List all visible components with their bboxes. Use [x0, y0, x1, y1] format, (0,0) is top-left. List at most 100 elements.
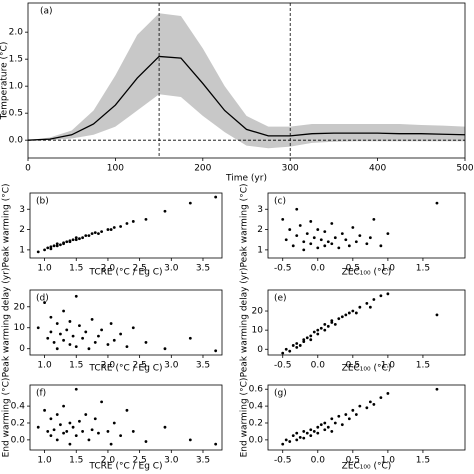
point	[36, 250, 40, 254]
point	[330, 430, 334, 433]
y-tick-label: 0	[257, 345, 263, 355]
point	[330, 417, 334, 421]
x-tick-label: 1.0	[381, 264, 396, 274]
panel-label: (c)	[274, 197, 286, 207]
point	[347, 311, 351, 315]
x-tick-label: 0.0	[311, 456, 326, 466]
axes-frame	[29, 192, 223, 259]
point	[90, 317, 94, 321]
point	[386, 292, 390, 296]
point	[144, 440, 148, 443]
point	[188, 336, 192, 340]
point	[55, 242, 59, 246]
point	[100, 400, 104, 404]
point	[97, 334, 100, 338]
point	[326, 425, 330, 429]
point	[188, 438, 192, 442]
x-tick-label: 0.5	[346, 264, 360, 274]
point	[379, 244, 383, 248]
point	[119, 434, 123, 438]
point	[323, 328, 327, 332]
point	[365, 301, 369, 305]
point	[109, 322, 113, 325]
point	[68, 343, 72, 346]
point	[71, 425, 75, 429]
y-tick-label: 1	[257, 245, 263, 255]
point	[295, 342, 299, 345]
point	[49, 417, 53, 421]
x-tick-label: -0.5	[274, 456, 292, 466]
point	[365, 242, 369, 246]
point	[214, 349, 218, 353]
y-tick-label: 0.0	[11, 435, 26, 445]
axes-frame	[267, 384, 466, 451]
y-axis-label: End warming (°C)	[2, 378, 12, 458]
point	[288, 349, 292, 353]
point	[305, 431, 309, 435]
point	[435, 313, 439, 317]
x-tick-label: 1.0	[37, 361, 52, 371]
point	[386, 392, 390, 395]
y-tick-label: 0.0	[9, 136, 24, 146]
point	[55, 438, 59, 442]
axes-frame	[29, 289, 223, 356]
point	[74, 387, 78, 391]
point	[309, 338, 313, 342]
point	[68, 320, 72, 323]
point	[291, 344, 295, 347]
point	[93, 231, 97, 235]
point	[78, 237, 81, 241]
point	[298, 435, 302, 439]
point	[291, 244, 295, 248]
y-tick-label: 10	[252, 326, 264, 336]
y-tick-label: 0.2	[249, 418, 263, 428]
point	[188, 201, 192, 205]
point	[281, 351, 285, 355]
y-tick-label: 3	[19, 205, 25, 215]
point	[71, 334, 75, 338]
point	[298, 344, 302, 347]
point	[100, 328, 104, 332]
point	[163, 425, 167, 429]
point	[365, 406, 369, 410]
point	[62, 431, 65, 435]
point	[330, 222, 334, 225]
point	[131, 220, 135, 223]
point	[125, 345, 129, 349]
point	[119, 332, 123, 336]
point	[302, 436, 306, 440]
point	[55, 347, 59, 351]
x-tick-label: 3.5	[196, 361, 210, 371]
x-tick-label: 0	[25, 164, 31, 174]
x-axis-label: TCRE (°C / Eg C)	[88, 364, 162, 374]
x-tick-label: 3.0	[164, 264, 179, 274]
panel-label: (e)	[274, 294, 287, 304]
point	[68, 421, 72, 425]
x-tick-label: 1.0	[37, 456, 52, 466]
point	[316, 332, 320, 336]
y-tick-label: 0.5	[9, 109, 23, 119]
point	[78, 324, 81, 328]
x-tick-label: 300	[282, 164, 299, 174]
point	[125, 222, 129, 225]
point	[302, 240, 306, 244]
point	[46, 336, 50, 340]
point	[84, 234, 88, 238]
point	[298, 224, 302, 227]
point	[316, 246, 320, 250]
point	[309, 434, 313, 438]
point	[312, 430, 316, 433]
point	[302, 430, 306, 433]
point	[372, 218, 376, 221]
point	[333, 323, 337, 326]
x-tick-label: 1.5	[416, 264, 430, 274]
x-tick-label: 1.0	[37, 264, 52, 274]
point	[49, 245, 53, 249]
y-tick-label: 2	[19, 225, 25, 235]
uncertainty-band	[28, 13, 465, 149]
point	[326, 324, 330, 328]
point	[109, 442, 113, 446]
x-tick-label: 0.0	[311, 361, 326, 371]
point	[302, 340, 306, 344]
